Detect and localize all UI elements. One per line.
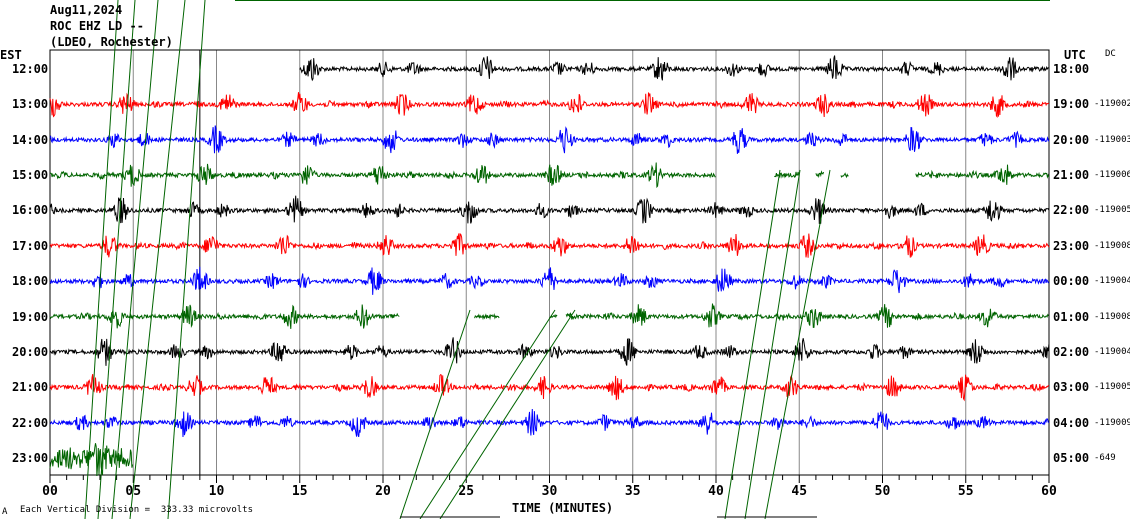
trace-row-1900: [549, 313, 558, 319]
trace-row-2100: [49, 373, 1050, 402]
trace-row-1600: [49, 195, 1050, 224]
est-hour-label: 20:00: [12, 344, 49, 359]
dc-offset-label: -1190029: [1094, 99, 1130, 110]
artifact-line: [724, 169, 781, 519]
corner-mark: A: [2, 507, 8, 517]
est-hour-label: 16:00: [12, 203, 49, 218]
artifact-line: [167, 0, 206, 519]
x-tick-label: 10: [209, 484, 225, 499]
x-tick-label: 55: [958, 484, 974, 499]
artifact-line: [84, 0, 119, 519]
trace-row-1500: [840, 172, 849, 179]
utc-hour-label: 05:00: [1053, 451, 1090, 465]
utc-hour-label: 18:00: [1053, 62, 1090, 76]
x-axis-title: TIME (MINUTES): [512, 501, 614, 515]
dc-offset-label: -1190050: [1094, 382, 1130, 393]
trace-row-1900: [474, 313, 500, 321]
x-tick-label: 60: [1041, 484, 1057, 499]
utc-axis-label: UTC: [1064, 48, 1086, 62]
x-tick-label: 35: [625, 484, 641, 499]
trace-row-1800: [49, 266, 1050, 295]
artifact-line: [111, 0, 159, 519]
est-hour-label: 22:00: [12, 415, 49, 430]
est-hour-label: 14:00: [12, 132, 49, 147]
x-tick-label: 20: [375, 484, 391, 499]
artifact-line: [764, 169, 831, 519]
trace-row-1500: [49, 162, 716, 189]
artifact-line: [439, 309, 576, 519]
artifact-line: [97, 0, 136, 519]
utc-hour-label: 20:00: [1053, 132, 1090, 147]
trace-row-1300: [49, 92, 1050, 119]
trace-row-1200: [299, 55, 1049, 82]
utc-hour-label: 02:00: [1053, 344, 1090, 359]
utc-hour-label: 01:00: [1053, 309, 1090, 324]
est-hour-label: 23:00: [12, 451, 49, 465]
scale-note: Each Vertical Division = 333.33 microvol…: [20, 505, 253, 515]
x-tick-label: 00: [42, 484, 58, 499]
trace-row-1500: [915, 164, 1050, 185]
est-hour-label: 19:00: [12, 309, 49, 324]
date-label: Aug11,2024: [50, 3, 123, 17]
utc-hour-label: 23:00: [1053, 238, 1090, 253]
est-hour-label: 17:00: [12, 238, 49, 253]
x-tick-label: 45: [791, 484, 807, 499]
est-hour-label: 12:00: [12, 62, 49, 76]
est-hour-label: 18:00: [12, 274, 49, 289]
est-axis-label: EST: [0, 48, 22, 62]
utc-hour-label: 00:00: [1053, 274, 1090, 289]
trace-row-1700: [49, 232, 1050, 258]
artifact-line: [399, 309, 471, 519]
trace-row-1400: [49, 125, 1050, 154]
x-tick-label: 50: [875, 484, 891, 499]
trace-row-1500: [774, 171, 800, 179]
x-tick-label: 30: [542, 484, 558, 499]
artifact-line: [744, 169, 801, 519]
est-hour-label: 21:00: [12, 380, 49, 395]
trace-row-2300: [49, 443, 134, 477]
dc-offset-label: -1190091: [1094, 417, 1130, 428]
utc-hour-label: 21:00: [1053, 168, 1090, 183]
utc-hour-label: 03:00: [1053, 380, 1090, 395]
x-tick-label: 40: [708, 484, 724, 499]
trace-row-1900: [49, 304, 400, 329]
trace-row-1900: [565, 303, 1049, 328]
artifact-line: [129, 0, 186, 519]
dc-offset-label: -649: [1094, 453, 1116, 463]
dc-offset-label: -1190065: [1094, 170, 1130, 181]
dc-offset-label: -1190040: [1094, 346, 1130, 357]
artifact-line: [419, 309, 556, 519]
dc-offset-label: -1190033: [1094, 134, 1130, 145]
x-tick-label: 15: [292, 484, 308, 499]
dc-label: DC: [1105, 49, 1116, 59]
network-label: (LDEO, Rochester): [50, 35, 173, 49]
trace-row-1500: [815, 170, 825, 179]
station-label: ROC EHZ LD --: [50, 19, 144, 33]
est-hour-label: 15:00: [12, 168, 49, 183]
utc-hour-label: 19:00: [1053, 97, 1090, 112]
trace-row-2000: [49, 337, 1050, 366]
trace-row-2200: [49, 408, 1050, 438]
dc-offset-label: -1190056: [1094, 205, 1130, 216]
est-hour-label: 13:00: [12, 97, 49, 112]
utc-hour-label: 22:00: [1053, 203, 1090, 218]
dc-offset-label: -1190049: [1094, 276, 1130, 287]
x-tick-label: 25: [458, 484, 474, 499]
utc-hour-label: 04:00: [1053, 415, 1090, 430]
